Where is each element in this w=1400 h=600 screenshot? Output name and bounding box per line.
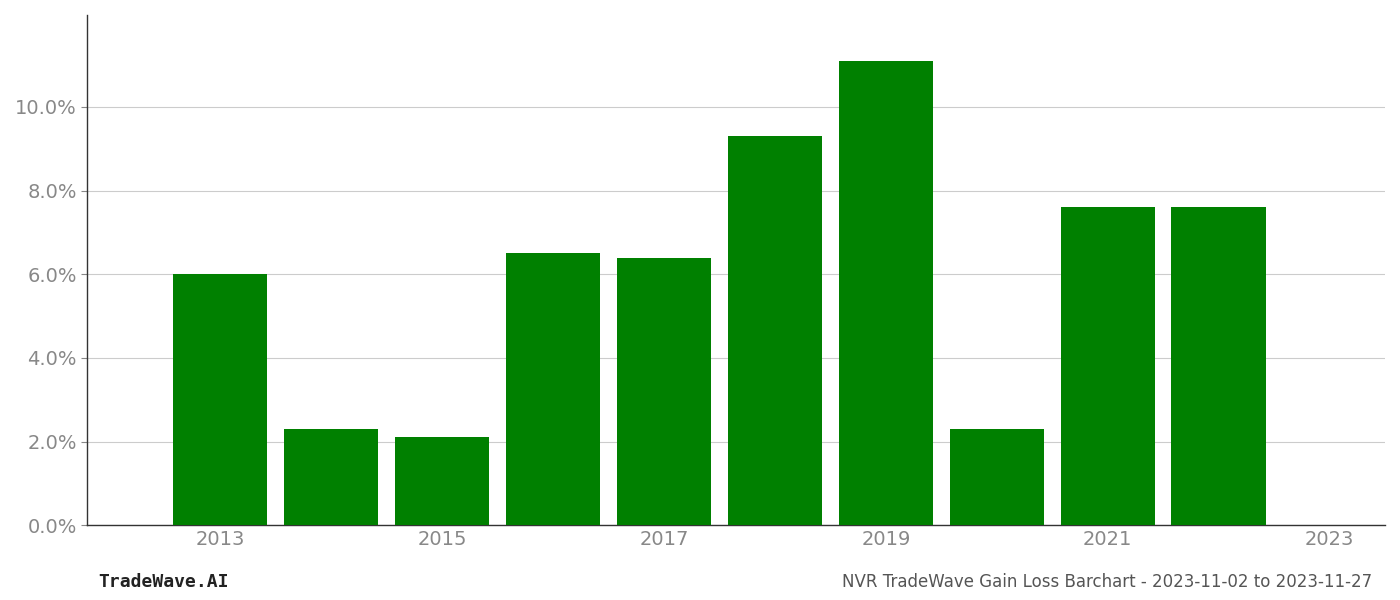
Bar (505, 253, 601, 525)
Bar (1061, 208, 1155, 525)
Bar (284, 429, 378, 525)
Bar (949, 429, 1044, 525)
Bar (839, 61, 932, 525)
Bar (728, 136, 822, 525)
Bar (617, 257, 711, 525)
Bar (1172, 208, 1266, 525)
Text: NVR TradeWave Gain Loss Barchart - 2023-11-02 to 2023-11-27: NVR TradeWave Gain Loss Barchart - 2023-… (841, 573, 1372, 591)
Bar (174, 274, 267, 525)
Bar (395, 437, 489, 525)
Text: TradeWave.AI: TradeWave.AI (98, 573, 228, 591)
